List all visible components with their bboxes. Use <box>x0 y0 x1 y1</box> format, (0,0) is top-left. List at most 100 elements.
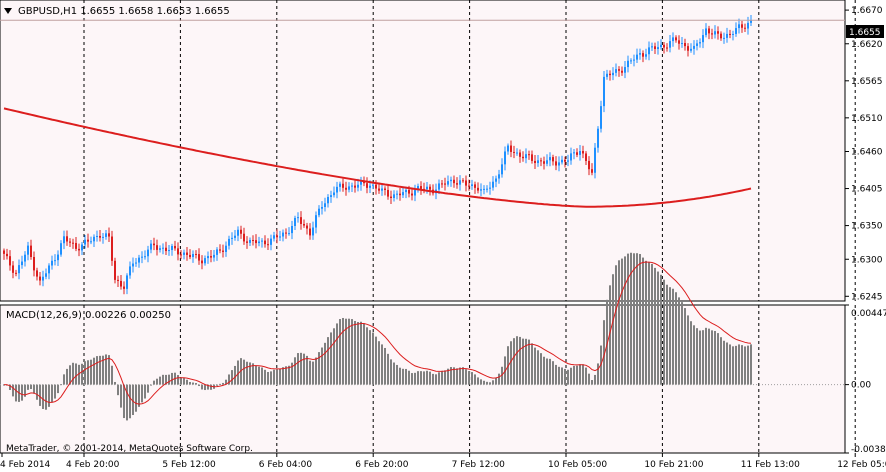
macd-bar <box>201 384 203 390</box>
candle <box>48 263 50 280</box>
candle <box>492 176 494 191</box>
macd-bar <box>381 344 383 385</box>
price-tick-label: 1.6350 <box>851 222 883 232</box>
macd-bar <box>189 381 191 385</box>
macd-bar <box>120 384 122 408</box>
macd-bar <box>693 325 695 385</box>
candle <box>258 236 260 247</box>
candle <box>105 229 107 240</box>
macd-bar <box>78 364 80 385</box>
macd-bar <box>72 362 74 385</box>
candle <box>282 229 284 242</box>
candle <box>51 255 53 270</box>
macd-bar <box>48 384 50 407</box>
candle <box>243 227 245 245</box>
macd-bar <box>357 321 359 385</box>
candle <box>210 250 212 263</box>
macd-bar <box>159 376 161 385</box>
macd-bar <box>114 381 116 385</box>
macd-bar <box>684 308 686 385</box>
macd-bar <box>402 368 404 385</box>
candle <box>234 229 236 241</box>
candle <box>87 233 89 248</box>
macd-bar <box>351 319 353 385</box>
macd-bar <box>324 342 326 385</box>
candle <box>498 169 500 184</box>
macd-bar <box>255 365 257 385</box>
macd-bar <box>393 362 395 385</box>
macd-bar <box>126 384 128 421</box>
price-tick-label: 1.6460 <box>851 148 883 158</box>
time-tick-label: 5 Feb 12:00 <box>162 460 216 470</box>
macd-bar <box>66 368 68 385</box>
candle <box>741 21 743 33</box>
candle <box>504 146 506 171</box>
price-tick-label: 1.6510 <box>851 114 883 124</box>
candle <box>513 145 515 159</box>
candle <box>297 212 299 223</box>
macd-bar <box>741 345 743 385</box>
candle <box>36 267 38 281</box>
candle <box>594 143 596 179</box>
macd-bar <box>165 374 167 385</box>
candle <box>633 54 635 67</box>
candle <box>639 48 641 60</box>
candle <box>6 248 8 260</box>
macd-bar <box>510 341 512 385</box>
macd-bar <box>36 384 38 400</box>
candle <box>684 38 686 51</box>
candle <box>552 154 554 166</box>
candle <box>726 27 728 43</box>
candle <box>81 242 83 256</box>
price-tick-label: 1.6300 <box>851 255 883 265</box>
macd-bar <box>735 345 737 385</box>
candle <box>738 18 740 34</box>
macd-bar <box>474 374 476 385</box>
macd-bar <box>87 360 89 385</box>
candle <box>336 181 338 199</box>
macd-bar <box>231 370 233 385</box>
candle <box>21 255 23 269</box>
macd-bar <box>306 355 308 385</box>
macd-bar <box>345 318 347 385</box>
candle <box>384 186 386 196</box>
candle <box>393 190 395 202</box>
candle <box>78 243 80 257</box>
candle <box>228 235 230 250</box>
candle <box>330 190 332 203</box>
macd-bar <box>432 373 434 385</box>
macd-bar <box>627 253 629 385</box>
macd-bar <box>84 361 86 385</box>
price-tick-label: 1.6565 <box>851 77 883 87</box>
candle <box>702 29 704 49</box>
candle <box>687 43 689 57</box>
macd-bar <box>81 363 83 385</box>
macd-bar <box>69 365 71 385</box>
macd-bar <box>459 367 461 385</box>
macd-bar <box>105 354 107 385</box>
macd-bar <box>411 373 413 385</box>
macd-bar <box>135 384 137 412</box>
macd-bar <box>147 384 149 393</box>
candle <box>585 151 587 166</box>
macd-bar <box>249 362 251 385</box>
macd-bar <box>450 367 452 385</box>
candle <box>231 232 233 245</box>
price-axis: 1.6670 1.6620 1.6565 1.6510 1.6460 1.6405 1.63… <box>845 6 883 302</box>
macd-bar <box>726 342 728 385</box>
candle <box>591 163 593 176</box>
candle <box>693 40 695 55</box>
macd-bar <box>612 274 614 385</box>
macd-bar <box>54 384 56 399</box>
time-tick-label: 10 Feb 21:00 <box>644 460 703 470</box>
candle <box>159 245 161 253</box>
chart-menu-triangle-icon[interactable] <box>4 8 12 14</box>
candle <box>669 35 671 53</box>
macd-bar <box>666 284 668 385</box>
macd-bar <box>648 262 650 385</box>
macd-bar <box>585 367 587 385</box>
macd-bar <box>315 357 317 385</box>
candle <box>612 67 614 81</box>
macd-bar <box>708 328 710 385</box>
